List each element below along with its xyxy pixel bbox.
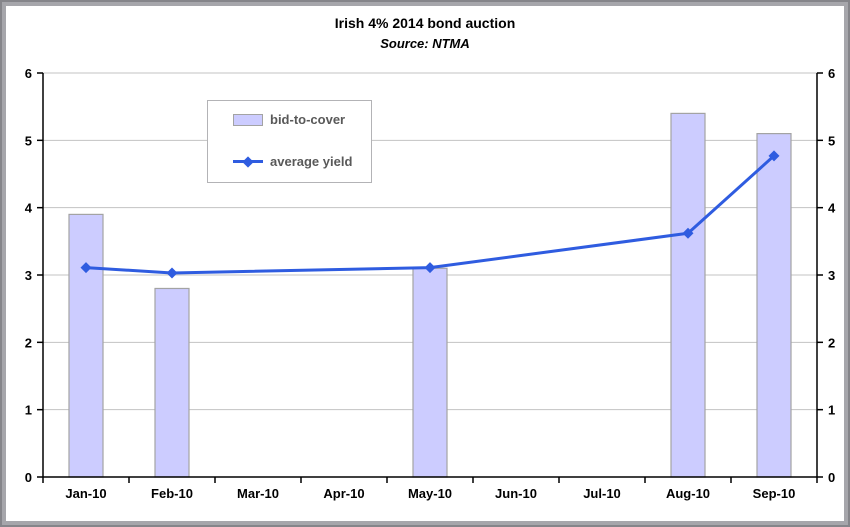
y-tick-label-right: 4: [828, 201, 836, 216]
y-tick-label-left: 5: [25, 133, 32, 148]
bar-bid-to-cover: [756, 133, 792, 478]
bar-bid-to-cover: [154, 287, 190, 478]
bar-swatch-icon: [233, 113, 263, 126]
y-tick-label-left: 1: [25, 403, 32, 418]
x-tick-label: Aug-10: [666, 486, 710, 501]
yield-diamond-marker: [768, 150, 780, 162]
line-swatch-icon: [233, 155, 263, 168]
y-tick-label-right: 6: [828, 66, 835, 81]
x-tick-label: May-10: [408, 486, 452, 501]
y-tick-label-left: 3: [25, 268, 32, 283]
y-tick-label-left: 6: [25, 66, 32, 81]
legend-item-bid-to-cover: bid-to-cover: [233, 112, 363, 127]
bar-bid-to-cover: [68, 213, 104, 478]
y-tick-label-left: 2: [25, 335, 32, 350]
y-tick-label-right: 5: [828, 133, 835, 148]
diamond-marker-icon: [242, 155, 254, 168]
x-tick-label: Mar-10: [237, 486, 279, 501]
y-tick-label-right: 3: [828, 268, 835, 283]
y-tick-label-right: 1: [828, 403, 835, 418]
legend: bid-to-cover average yield: [207, 100, 372, 183]
x-tick-label: Jul-10: [583, 486, 621, 501]
legend-label-average-yield: average yield: [270, 154, 353, 169]
y-tick-label-right: 0: [828, 470, 835, 485]
chart-subtitle: Source: NTMA: [380, 36, 470, 51]
yield-diamond-marker: [682, 227, 694, 239]
yield-diamond-marker: [80, 262, 92, 274]
yield-diamond-marker: [424, 262, 436, 274]
yield-diamond-marker: [166, 267, 178, 279]
x-tick-label: Apr-10: [323, 486, 364, 501]
bar-bid-to-cover: [412, 267, 448, 478]
legend-item-average-yield: average yield: [233, 154, 363, 169]
chart-title: Irish 4% 2014 bond auction: [334, 15, 516, 31]
y-tick-label-right: 2: [828, 335, 835, 350]
y-tick-label-left: 4: [25, 201, 33, 216]
x-tick-label: Jun-10: [495, 486, 537, 501]
bar-bid-to-cover: [670, 112, 706, 478]
x-tick-label: Sep-10: [753, 486, 796, 501]
x-tick-label: Feb-10: [151, 486, 193, 501]
x-tick-label: Jan-10: [65, 486, 106, 501]
y-tick-label-left: 0: [25, 470, 32, 485]
legend-label-bid-to-cover: bid-to-cover: [270, 112, 346, 127]
